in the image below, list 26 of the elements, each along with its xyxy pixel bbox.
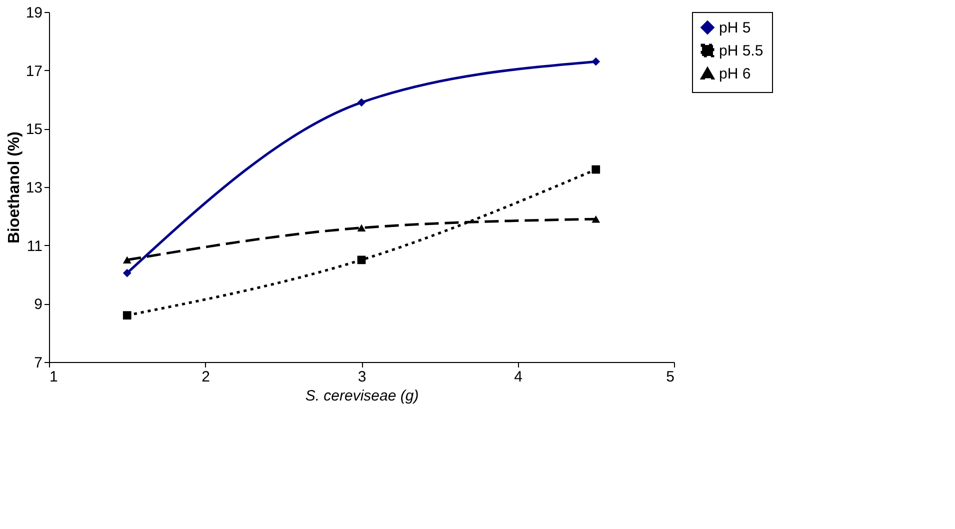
point bbox=[592, 215, 600, 223]
legend-label: pH 5.5 bbox=[719, 42, 764, 60]
legend-label: pH 5 bbox=[719, 20, 751, 36]
y-tick-label: 13 bbox=[26, 180, 42, 196]
x-tick-label: 1 bbox=[50, 368, 58, 386]
x-tick-label: 5 bbox=[666, 368, 674, 386]
point bbox=[357, 98, 366, 107]
y-tick-label: 7 bbox=[34, 354, 42, 372]
point bbox=[357, 256, 366, 264]
point bbox=[357, 224, 366, 232]
point bbox=[592, 165, 600, 174]
y-tick-label: 19 bbox=[26, 4, 42, 22]
point bbox=[122, 256, 132, 264]
x-tick-label: 3 bbox=[358, 368, 366, 386]
y-axis-title: Bioethanol (%) bbox=[6, 132, 23, 244]
y-tick-label: 9 bbox=[34, 296, 42, 314]
y-tick-label: 17 bbox=[26, 62, 42, 80]
point bbox=[122, 268, 132, 278]
point bbox=[592, 57, 600, 66]
x-axis-title: S. cereviseae (g) bbox=[305, 388, 419, 404]
x-tick-label: 4 bbox=[514, 368, 522, 386]
point bbox=[122, 311, 132, 320]
x-tick-label: 2 bbox=[202, 368, 210, 386]
legend-label: pH 6 bbox=[719, 66, 751, 82]
y-tick-label: 15 bbox=[26, 121, 42, 138]
y-tick-label: 11 bbox=[26, 238, 42, 255]
